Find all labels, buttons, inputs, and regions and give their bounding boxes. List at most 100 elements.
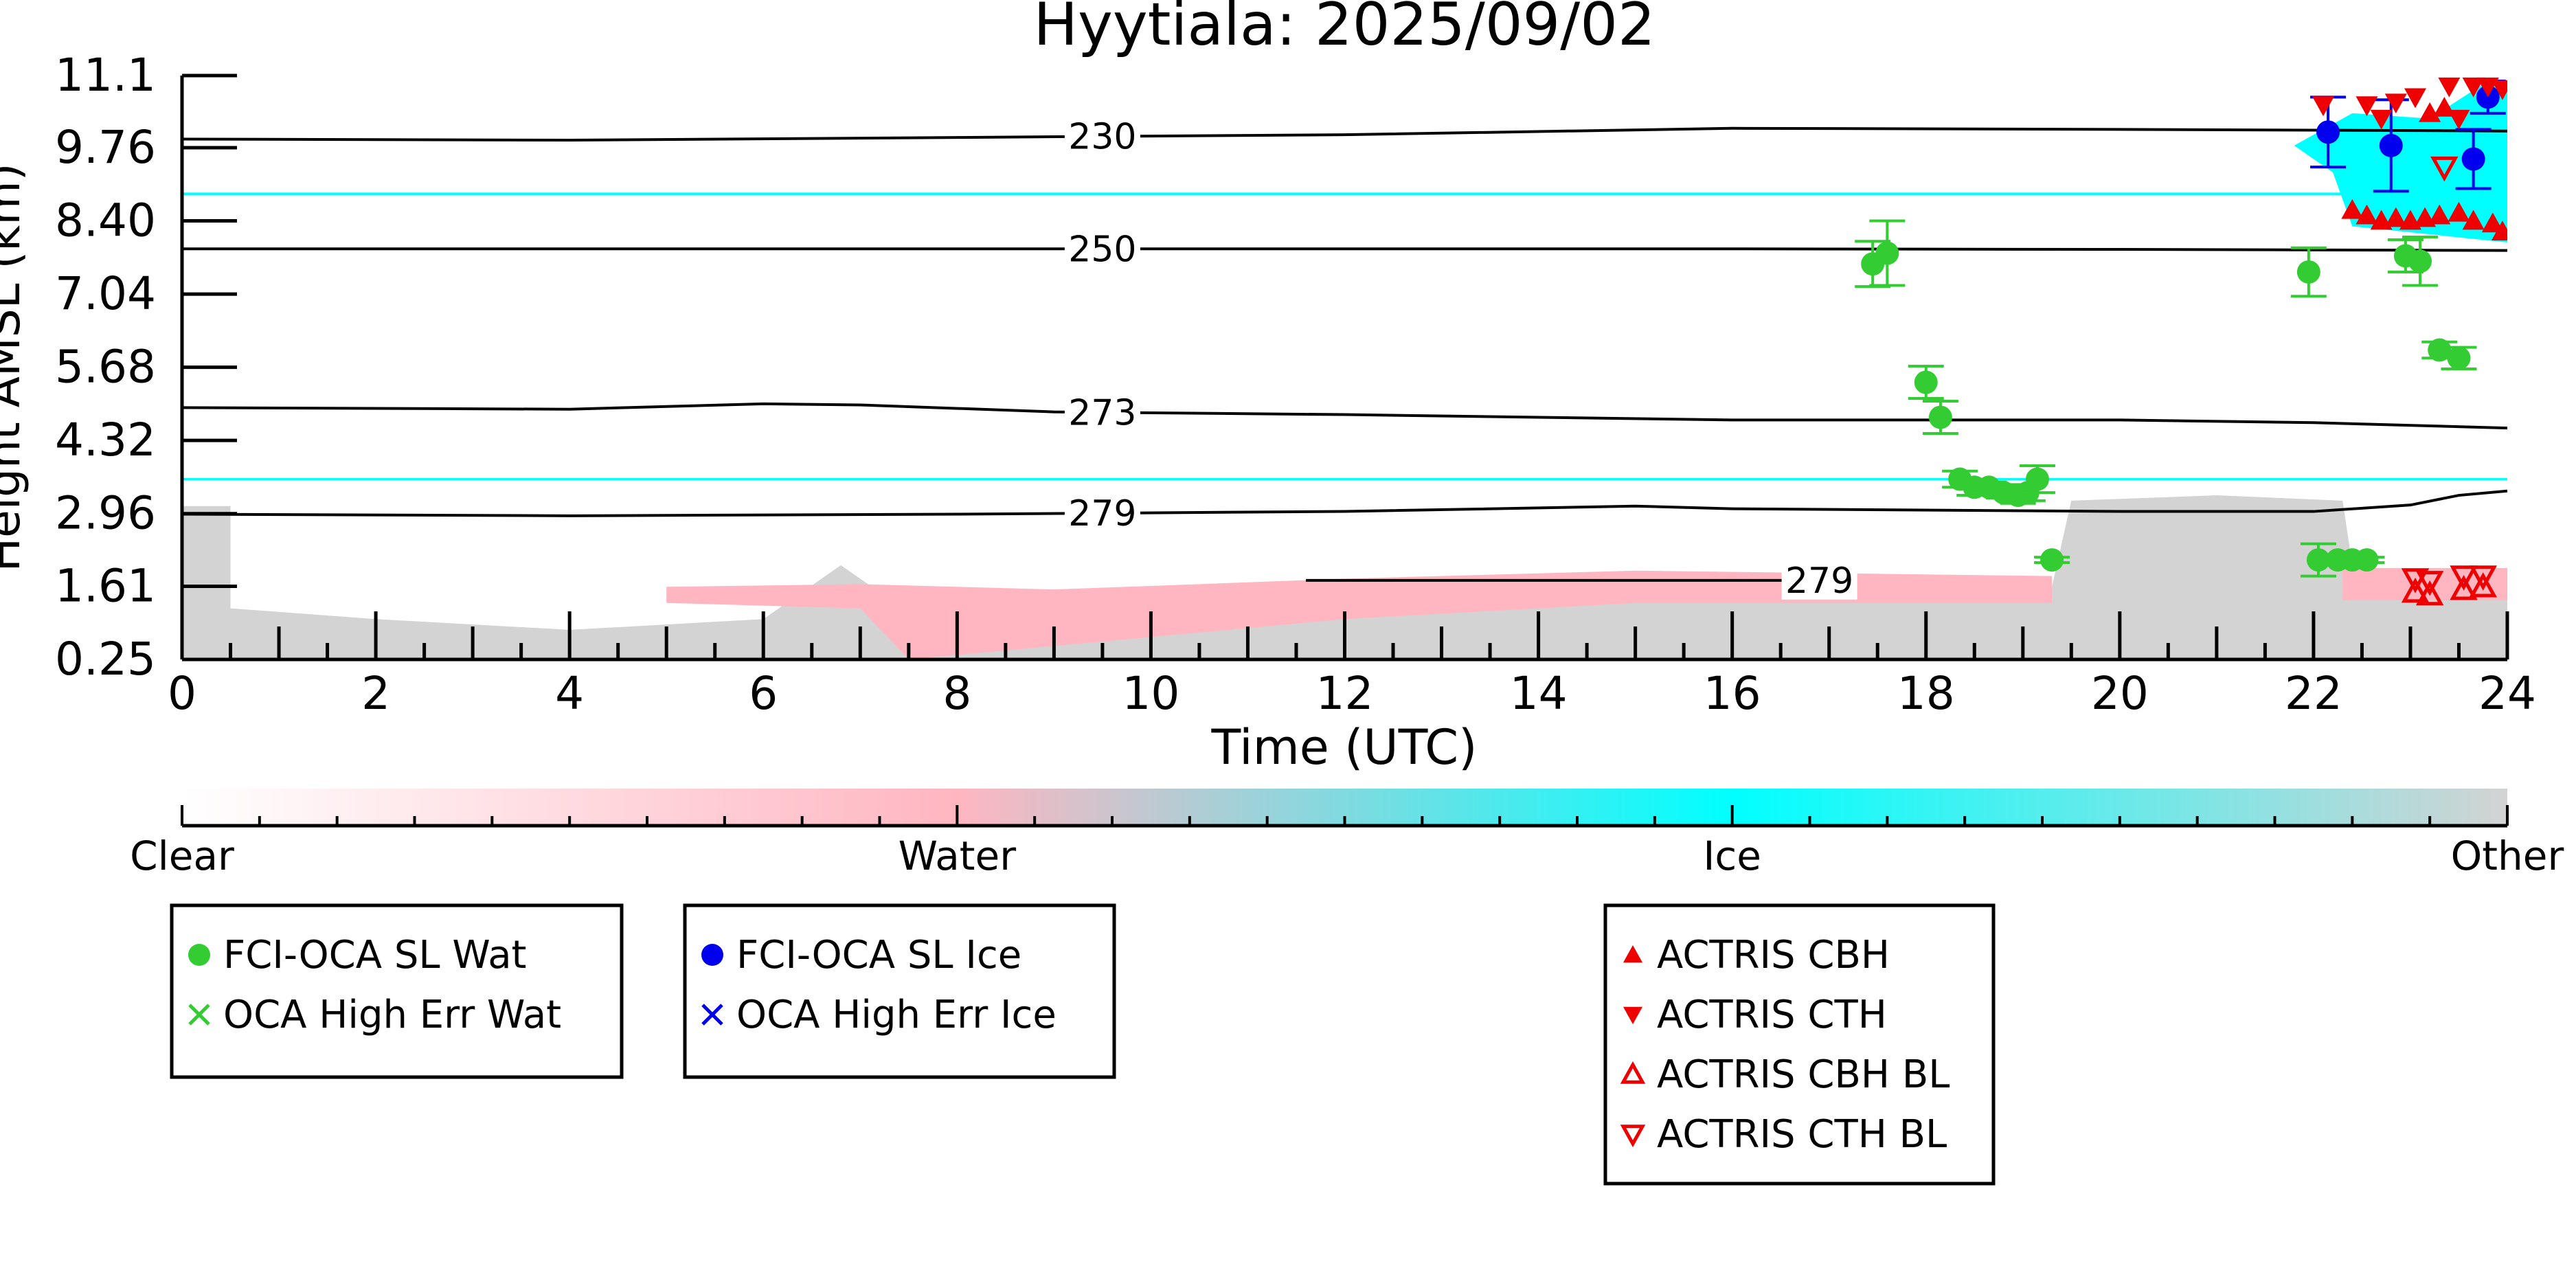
- series-actris-cbh-bl: [2401, 572, 2497, 606]
- contour-label: 279: [1785, 561, 1853, 602]
- x-tick-label: 16: [1704, 667, 1761, 720]
- contour-label-bg: [1064, 229, 1140, 269]
- data-point: [2462, 77, 2485, 98]
- data-point: [2415, 571, 2444, 596]
- series-actris-cbh: [2341, 97, 2507, 240]
- contour-label: 273: [1068, 392, 1136, 433]
- x-tick-label: 20: [2091, 667, 2149, 720]
- y-tick-label: 8.40: [55, 194, 156, 247]
- data-point: [2384, 93, 2407, 114]
- data-point: [2450, 565, 2478, 591]
- data-point: [2469, 572, 2497, 598]
- legend-entry: ACTRIS CTH: [1657, 993, 1887, 1037]
- data-point: [2401, 568, 2430, 594]
- data-point: [2312, 96, 2335, 117]
- contour-label: 250: [1068, 229, 1136, 270]
- x-tick-label: 24: [2478, 667, 2536, 720]
- ice-cloud-area: [2294, 80, 2507, 242]
- data-point: [2491, 80, 2507, 100]
- x-tick-label: 14: [1510, 667, 1568, 720]
- axes: 0 2 4 6 8 10 12 14 16 18 20 22 240.251.612.964.325.6…: [55, 49, 2536, 720]
- y-tick-label: 0.25: [55, 633, 156, 686]
- data-point: [2430, 156, 2459, 182]
- legend-marker: [188, 1004, 210, 1026]
- legend-frame: [683, 903, 1116, 1079]
- legend-box: FCI-OCA SL Wat OCA High Err Wat: [170, 903, 624, 1079]
- legend-entry: ACTRIS CTH BL: [1657, 1112, 1947, 1157]
- legend-entry: FCI-OCA SL Ice: [736, 933, 1021, 978]
- data-point: [1928, 405, 1952, 429]
- data-point: [2481, 212, 2504, 233]
- data-point: [2469, 565, 2497, 591]
- contour-line: [182, 489, 2507, 517]
- y-tick-label: 11.1: [55, 49, 156, 102]
- legend-marker: [1623, 1006, 1642, 1024]
- legend-frame: [1603, 903, 1996, 1186]
- legend-marker: [701, 1004, 723, 1026]
- x-tick-label: 10: [1122, 667, 1179, 720]
- colorbar-label: Water: [899, 833, 1017, 879]
- x-tick-label: 0: [168, 667, 196, 720]
- contour-label: 230: [1068, 117, 1136, 158]
- colorbar: Clear Water Ice Other: [130, 789, 2564, 879]
- data-point: [2404, 88, 2427, 109]
- legend-marker: [1620, 1125, 1646, 1148]
- data-point: [2428, 338, 2452, 362]
- x-axis-label: Time (UTC): [1211, 719, 1478, 776]
- series-fci-oca-sl-wat: [1855, 219, 2477, 578]
- series-fci-oca-sl-ice: [2310, 79, 2506, 193]
- data-point: [2040, 548, 2064, 572]
- data-point: [2448, 109, 2470, 130]
- y-tick-label: 7.04: [55, 267, 156, 320]
- legend-entry: FCI-OCA SL Wat: [223, 933, 527, 978]
- data-point: [2428, 204, 2451, 225]
- data-point: [2296, 260, 2320, 284]
- x-tick-label: 18: [1897, 667, 1955, 720]
- legend-marker: [188, 944, 210, 966]
- data-point: [2316, 120, 2340, 144]
- legend-frame: [170, 903, 624, 1079]
- legend-box: ACTRIS CBH ACTRIS CTH ACTRIS CBH BL ACTRIS …: [1603, 903, 1996, 1186]
- data-point: [2438, 77, 2461, 98]
- contour-line: [182, 247, 2507, 252]
- y-tick-label: 9.76: [55, 121, 156, 174]
- data-point: [2355, 96, 2378, 117]
- contour-label: 279: [1068, 493, 1136, 534]
- data-point: [2341, 199, 2364, 219]
- data-point: [1914, 370, 1938, 394]
- series-actris-cth-bl: [2401, 156, 2497, 596]
- data-point: [2461, 147, 2485, 171]
- legend-box: FCI-OCA SL Ice OCA High Err Ice: [683, 903, 1116, 1079]
- data-point: [2384, 207, 2407, 227]
- contour-line: [182, 126, 2507, 142]
- data-point: [2401, 577, 2430, 603]
- series-actris-cth: [2312, 77, 2507, 130]
- y-tick-label: 1.61: [55, 559, 156, 612]
- colorbar-label: Ice: [1703, 833, 1761, 879]
- water-cloud-area: [666, 570, 2053, 659]
- data-point: [2370, 109, 2393, 130]
- contour-label-bg: [1064, 393, 1140, 432]
- legend-entry: ACTRIS CBH BL: [1657, 1052, 1950, 1097]
- x-tick-label: 6: [749, 667, 778, 720]
- data-point: [2450, 575, 2478, 600]
- legend-entry: OCA High Err Ice: [736, 993, 1057, 1037]
- data-series: [1855, 77, 2507, 606]
- data-point: [2408, 249, 2432, 273]
- y-axis-label: Height AMSL (km): [0, 163, 30, 572]
- data-point: [1875, 241, 1899, 265]
- data-point: [2415, 580, 2444, 606]
- temperature-contours: 230 250 273 279 279: [182, 117, 2507, 602]
- colorbar-label: Other: [2451, 833, 2564, 879]
- data-point: [2379, 133, 2403, 157]
- x-tick-label: 2: [361, 667, 390, 720]
- data-point: [2491, 221, 2507, 240]
- data-point: [2447, 346, 2471, 370]
- colorbar-label: Clear: [130, 833, 234, 879]
- legend-marker: [701, 944, 723, 966]
- x-tick-label: 8: [942, 667, 971, 720]
- x-tick-label: 4: [555, 667, 584, 720]
- plot-area: 230 250 273 279 279: [182, 77, 2507, 659]
